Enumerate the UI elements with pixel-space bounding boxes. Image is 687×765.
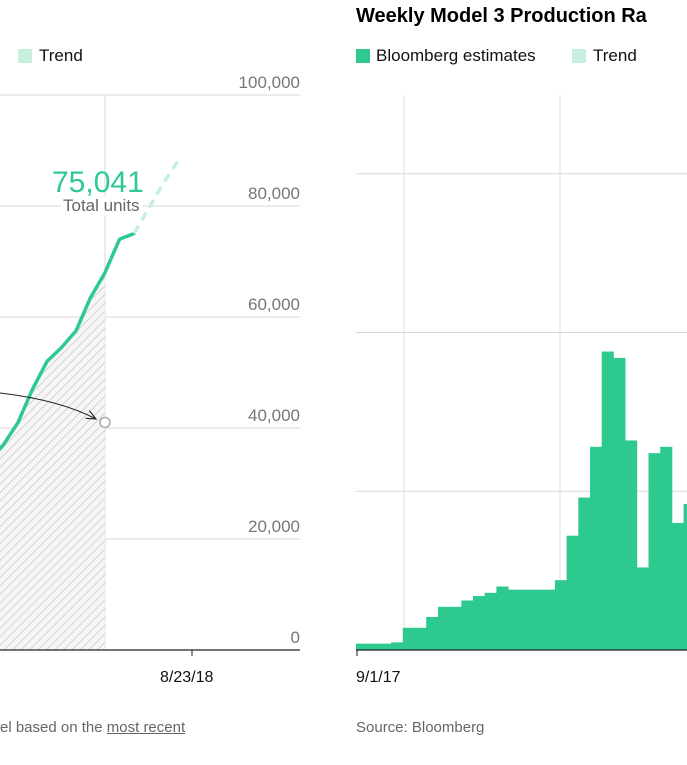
trend-legend-label-right: Trend — [593, 46, 637, 65]
weekly-bar — [554, 580, 567, 650]
y-tick-label: 0 — [291, 628, 300, 647]
weekly-bar — [601, 351, 614, 650]
weekly-bar — [449, 606, 462, 650]
footnote-text: el based on the most recent — [0, 719, 185, 736]
y-tick-label: 80,000 — [248, 184, 300, 203]
weekly-bar — [683, 503, 687, 650]
weekly-bar — [367, 643, 380, 650]
weekly-bar — [461, 600, 474, 650]
weekly-bar — [473, 596, 486, 650]
weekly-bar — [636, 567, 649, 650]
trend-legend-swatch-right — [572, 49, 586, 63]
y-tick-label: 40,000 — [248, 406, 300, 425]
weekly-bar — [543, 589, 556, 650]
source-note: Source: Bloomberg — [356, 719, 485, 736]
trend-legend-label: Trend — [39, 46, 83, 65]
weekly-bar — [671, 523, 684, 650]
footnote-prefix: el based on the — [0, 719, 107, 736]
x-tick-label: 9/1/17 — [356, 669, 401, 686]
weekly-bar — [625, 440, 638, 650]
right-chart-title: Weekly Model 3 Production Ra — [356, 5, 647, 27]
weekly-bar — [648, 453, 661, 650]
trend-legend-swatch — [18, 49, 32, 63]
y-tick-label: 100,000 — [239, 73, 300, 92]
cumulative-line — [0, 231, 136, 452]
y-tick-label: 60,000 — [248, 295, 300, 314]
weekly-bar — [356, 643, 369, 650]
weekly-bar — [426, 616, 439, 650]
weekly-bar — [437, 606, 450, 650]
shaded-region — [0, 272, 105, 650]
footnote-link[interactable]: most recent — [106, 719, 186, 736]
weekly-bar — [508, 589, 521, 650]
weekly-bar — [484, 592, 497, 650]
weekly-bar — [578, 497, 591, 650]
weekly-bar — [566, 535, 579, 650]
weekly-bar — [590, 446, 603, 650]
weekly-bar — [391, 642, 404, 650]
highlight-point — [99, 416, 111, 429]
estimates-legend-swatch — [356, 49, 370, 63]
weekly-bar — [402, 627, 415, 650]
x-tick-label: 8/23/18 — [160, 669, 213, 686]
y-tick-label: 20,000 — [248, 517, 300, 536]
weekly-bar — [660, 446, 673, 650]
cumulative-production-chart: 0 20,000 40,000 60,000 80,000 100,000 8/23/18 — [0, 73, 300, 686]
callout-value: 75,041 — [52, 166, 144, 199]
weekly-bar — [414, 627, 427, 650]
weekly-bar — [519, 589, 532, 650]
weekly-bar — [379, 643, 392, 650]
weekly-bar — [613, 357, 626, 650]
weekly-bar — [531, 589, 544, 650]
estimates-legend-label: Bloomberg estimates — [376, 46, 536, 65]
callout-label: Total units — [61, 196, 142, 216]
weekly-bar — [496, 586, 509, 650]
weekly-production-chart: 9/1/17 — [356, 95, 687, 686]
annotation-arrow — [0, 392, 96, 419]
